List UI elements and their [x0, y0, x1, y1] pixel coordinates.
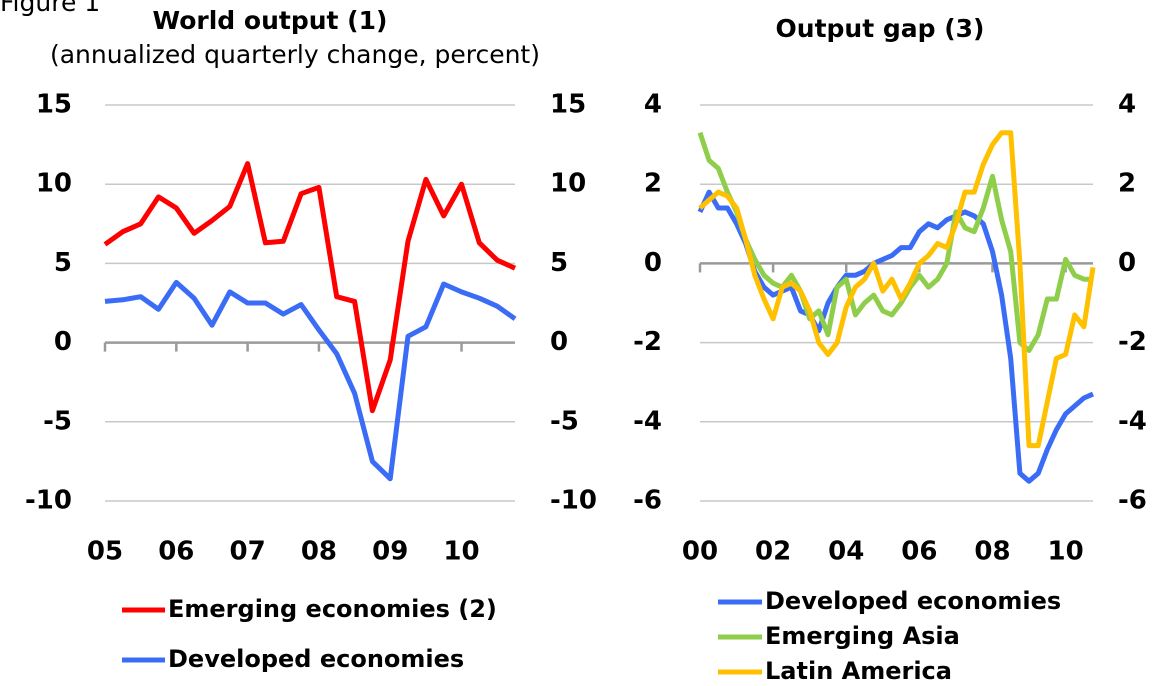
- x-tick-label: 09: [372, 537, 408, 567]
- y-tick-label: -10: [25, 486, 72, 516]
- y-tick-label: 0: [54, 327, 72, 357]
- y2-tick-label: 4: [1118, 90, 1136, 120]
- y-tick-label: 10: [36, 169, 72, 199]
- y-tick-label: -6: [633, 486, 662, 516]
- y-tick-label: -2: [633, 327, 662, 357]
- legend-label: Developed economies: [168, 645, 464, 673]
- x-tick-label: 05: [87, 537, 123, 567]
- legend-label: Emerging economies (2): [168, 595, 497, 623]
- chart-title: World output (1): [153, 6, 388, 35]
- y2-tick-label: 10: [550, 169, 586, 199]
- y2-tick-label: -2: [1118, 327, 1147, 357]
- y2-tick-label: 0: [1118, 248, 1136, 278]
- y2-tick-label: -10: [550, 486, 597, 516]
- series-line: [697, 189, 1094, 484]
- y-tick-label: -5: [43, 406, 72, 436]
- x-tick-label: 08: [974, 537, 1010, 567]
- chart-subtitle: (annualized quarterly change, percent): [50, 40, 540, 69]
- y-tick-label: 5: [54, 248, 72, 278]
- y2-tick-label: -5: [550, 406, 579, 436]
- x-tick-label: 07: [230, 537, 266, 567]
- y-tick-label: 0: [644, 248, 662, 278]
- x-tick-label: 08: [301, 537, 337, 567]
- legend-label: Latin America: [765, 657, 952, 685]
- legend-label: Emerging Asia: [765, 622, 960, 650]
- y-tick-label: 2: [644, 169, 662, 199]
- series-line: [103, 161, 517, 414]
- series-line: [104, 279, 517, 482]
- y2-tick-label: 2: [1118, 169, 1136, 199]
- y-tick-label: 15: [36, 90, 72, 120]
- x-tick-label: 04: [828, 537, 864, 567]
- chart-title: Output gap (3): [776, 14, 985, 43]
- y2-tick-label: 5: [550, 248, 568, 278]
- y-tick-label: 4: [644, 90, 662, 120]
- legend-label: Developed economies: [765, 587, 1061, 615]
- y2-tick-label: 0: [550, 327, 568, 357]
- series-line: [698, 130, 1096, 449]
- x-tick-label: 00: [682, 537, 718, 567]
- x-tick-label: 02: [755, 537, 791, 567]
- y2-tick-label: -4: [1118, 406, 1147, 436]
- y-tick-label: -4: [633, 406, 662, 436]
- x-tick-label: 10: [443, 537, 479, 567]
- figure-label: Figure 1: [0, 0, 100, 17]
- y2-tick-label: 15: [550, 90, 586, 120]
- y2-tick-label: -6: [1118, 486, 1147, 516]
- series-line: [697, 131, 1093, 353]
- x-tick-label: 06: [901, 537, 937, 567]
- x-tick-label: 10: [1047, 537, 1083, 567]
- x-tick-label: 06: [158, 537, 194, 567]
